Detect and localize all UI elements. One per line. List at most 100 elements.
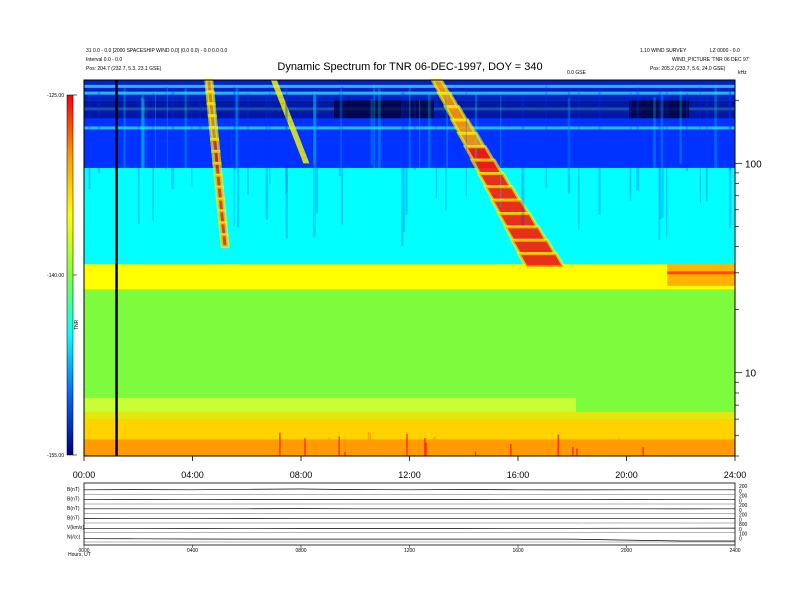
spectral-streak — [341, 86, 344, 226]
late-enhancement — [667, 264, 735, 286]
spectral-streak — [408, 85, 411, 183]
line-series-right-tick: 0 — [739, 508, 742, 514]
spectral-streak — [285, 95, 288, 195]
radio-burst-segment — [445, 106, 467, 121]
header-right-position: Pos: 205.2 (233.7, 5.6, 24.0 GSE) — [650, 66, 726, 72]
line-series-right-tick: 800 — [739, 522, 748, 528]
spectral-streak — [666, 90, 668, 236]
line-panel-tick-label: 1200 — [404, 548, 415, 554]
colorbar-ticks: -125.00 -140.00 -155.00 — [47, 93, 77, 459]
header-left-line2: Interval 0.0 - 0.0 — [86, 57, 122, 63]
radio-burst-segment — [280, 103, 289, 110]
header-mid-label: 0.0 GSE — [567, 70, 587, 76]
x-tick-label: 08:00 — [290, 470, 313, 480]
low-frequency-spike — [642, 447, 644, 456]
line-series-name: B(nT) — [67, 487, 80, 493]
spectral-streak — [235, 87, 239, 213]
line-panels-frame — [83, 482, 736, 546]
low-frequency-spike — [249, 447, 252, 456]
low-frequency-spike — [369, 433, 371, 456]
spectral-streak — [233, 86, 235, 227]
radio-burst-segment — [275, 91, 284, 98]
low-frequency-spike — [380, 450, 383, 456]
spectral-streak — [313, 94, 316, 165]
spectral-streak — [567, 91, 571, 194]
radio-burst-segment — [478, 173, 511, 187]
radio-burst-segment — [301, 157, 310, 164]
spectral-streak — [418, 99, 421, 205]
spectral-streak — [660, 93, 664, 196]
spectral-streak — [141, 94, 144, 202]
spectrogram — [83, 78, 736, 457]
line-panel-tick-label: 2400 — [729, 548, 740, 554]
spectral-streak — [235, 90, 237, 211]
spectral-streak — [198, 99, 202, 167]
spectral-streak — [465, 89, 467, 197]
spectrogram-bursts — [204, 78, 567, 269]
spectral-streak — [265, 94, 269, 220]
y-axis-unit: kHz — [738, 70, 747, 76]
spectral-streak — [728, 92, 732, 171]
colorbar-label: TNR — [74, 319, 80, 330]
line-series-right-tick: 200 — [739, 503, 748, 509]
spectral-streak — [142, 99, 146, 203]
x-axis: 00:00 04:00 08:00 12:00 16:00 20:00 24:00 — [73, 456, 746, 480]
spectral-streak — [446, 90, 449, 232]
spectral-streak — [373, 84, 376, 224]
spectral-stripe — [84, 126, 735, 130]
radio-burst-segment — [291, 133, 301, 140]
low-frequency-spike — [283, 449, 285, 456]
line-series-right-tick: 0 — [739, 518, 742, 524]
low-frequency-spike — [434, 436, 436, 456]
spectral-streak — [521, 95, 525, 226]
line-series-name: V(km/s) — [67, 525, 85, 531]
low-frequency-spike — [587, 442, 589, 456]
mid-frequency-band — [84, 397, 576, 412]
spectral-streak — [474, 92, 477, 206]
radio-burst-segment — [289, 127, 298, 134]
low-frequency-spike — [474, 451, 477, 456]
spectral-streak — [567, 97, 571, 216]
chart-title: Dynamic Spectrum for TNR 06-DEC-1997, DO… — [277, 61, 542, 73]
low-frequency-spike — [576, 448, 578, 456]
radio-burst-segment — [505, 226, 547, 241]
spectral-streak — [728, 89, 732, 228]
low-frequency-spike — [410, 446, 413, 456]
low-frequency-spike — [406, 433, 408, 456]
spectral-streak — [413, 98, 416, 171]
spectral-streak — [312, 94, 316, 237]
line-series-right-tick: 100 — [739, 532, 748, 538]
line-panel-tick-label: 0400 — [187, 548, 198, 554]
spectral-streak — [598, 88, 601, 216]
spectrogram-texture — [88, 84, 732, 456]
line-panel-tick-label: 2000 — [621, 548, 632, 554]
low-frequency-spike — [247, 451, 249, 456]
spectral-streak — [659, 92, 662, 220]
low-frequency-spike — [508, 450, 511, 456]
spectral-streak — [435, 99, 438, 199]
spectral-streak — [315, 96, 319, 214]
line-series-right-tick: 200 — [739, 484, 748, 490]
spectral-streak — [97, 91, 101, 174]
low-frequency-spike — [572, 446, 574, 456]
line-series-name: B(nT) — [67, 506, 80, 512]
low-frequency-spike — [288, 442, 291, 456]
dark-patch — [629, 100, 689, 119]
spectral-streak — [171, 87, 175, 190]
line-series — [83, 538, 735, 542]
spectral-streak — [340, 88, 342, 179]
colorbar-tick-label: -140.00 — [47, 273, 64, 279]
dark-patch — [334, 100, 434, 119]
low-frequency-spike — [367, 432, 370, 456]
radio-burst-segment — [282, 109, 291, 116]
y-axis-right: 100 10 — [734, 80, 762, 457]
line-series-right-tick: 0 — [739, 489, 742, 495]
low-frequency-spike — [286, 443, 289, 456]
low-frequency-spike — [278, 449, 280, 456]
spectral-stripe — [84, 84, 735, 88]
spectral-streak — [578, 89, 580, 230]
spectral-stripe — [84, 91, 735, 95]
spectral-streak — [403, 90, 405, 233]
y-tick-label: 100 — [745, 159, 762, 170]
